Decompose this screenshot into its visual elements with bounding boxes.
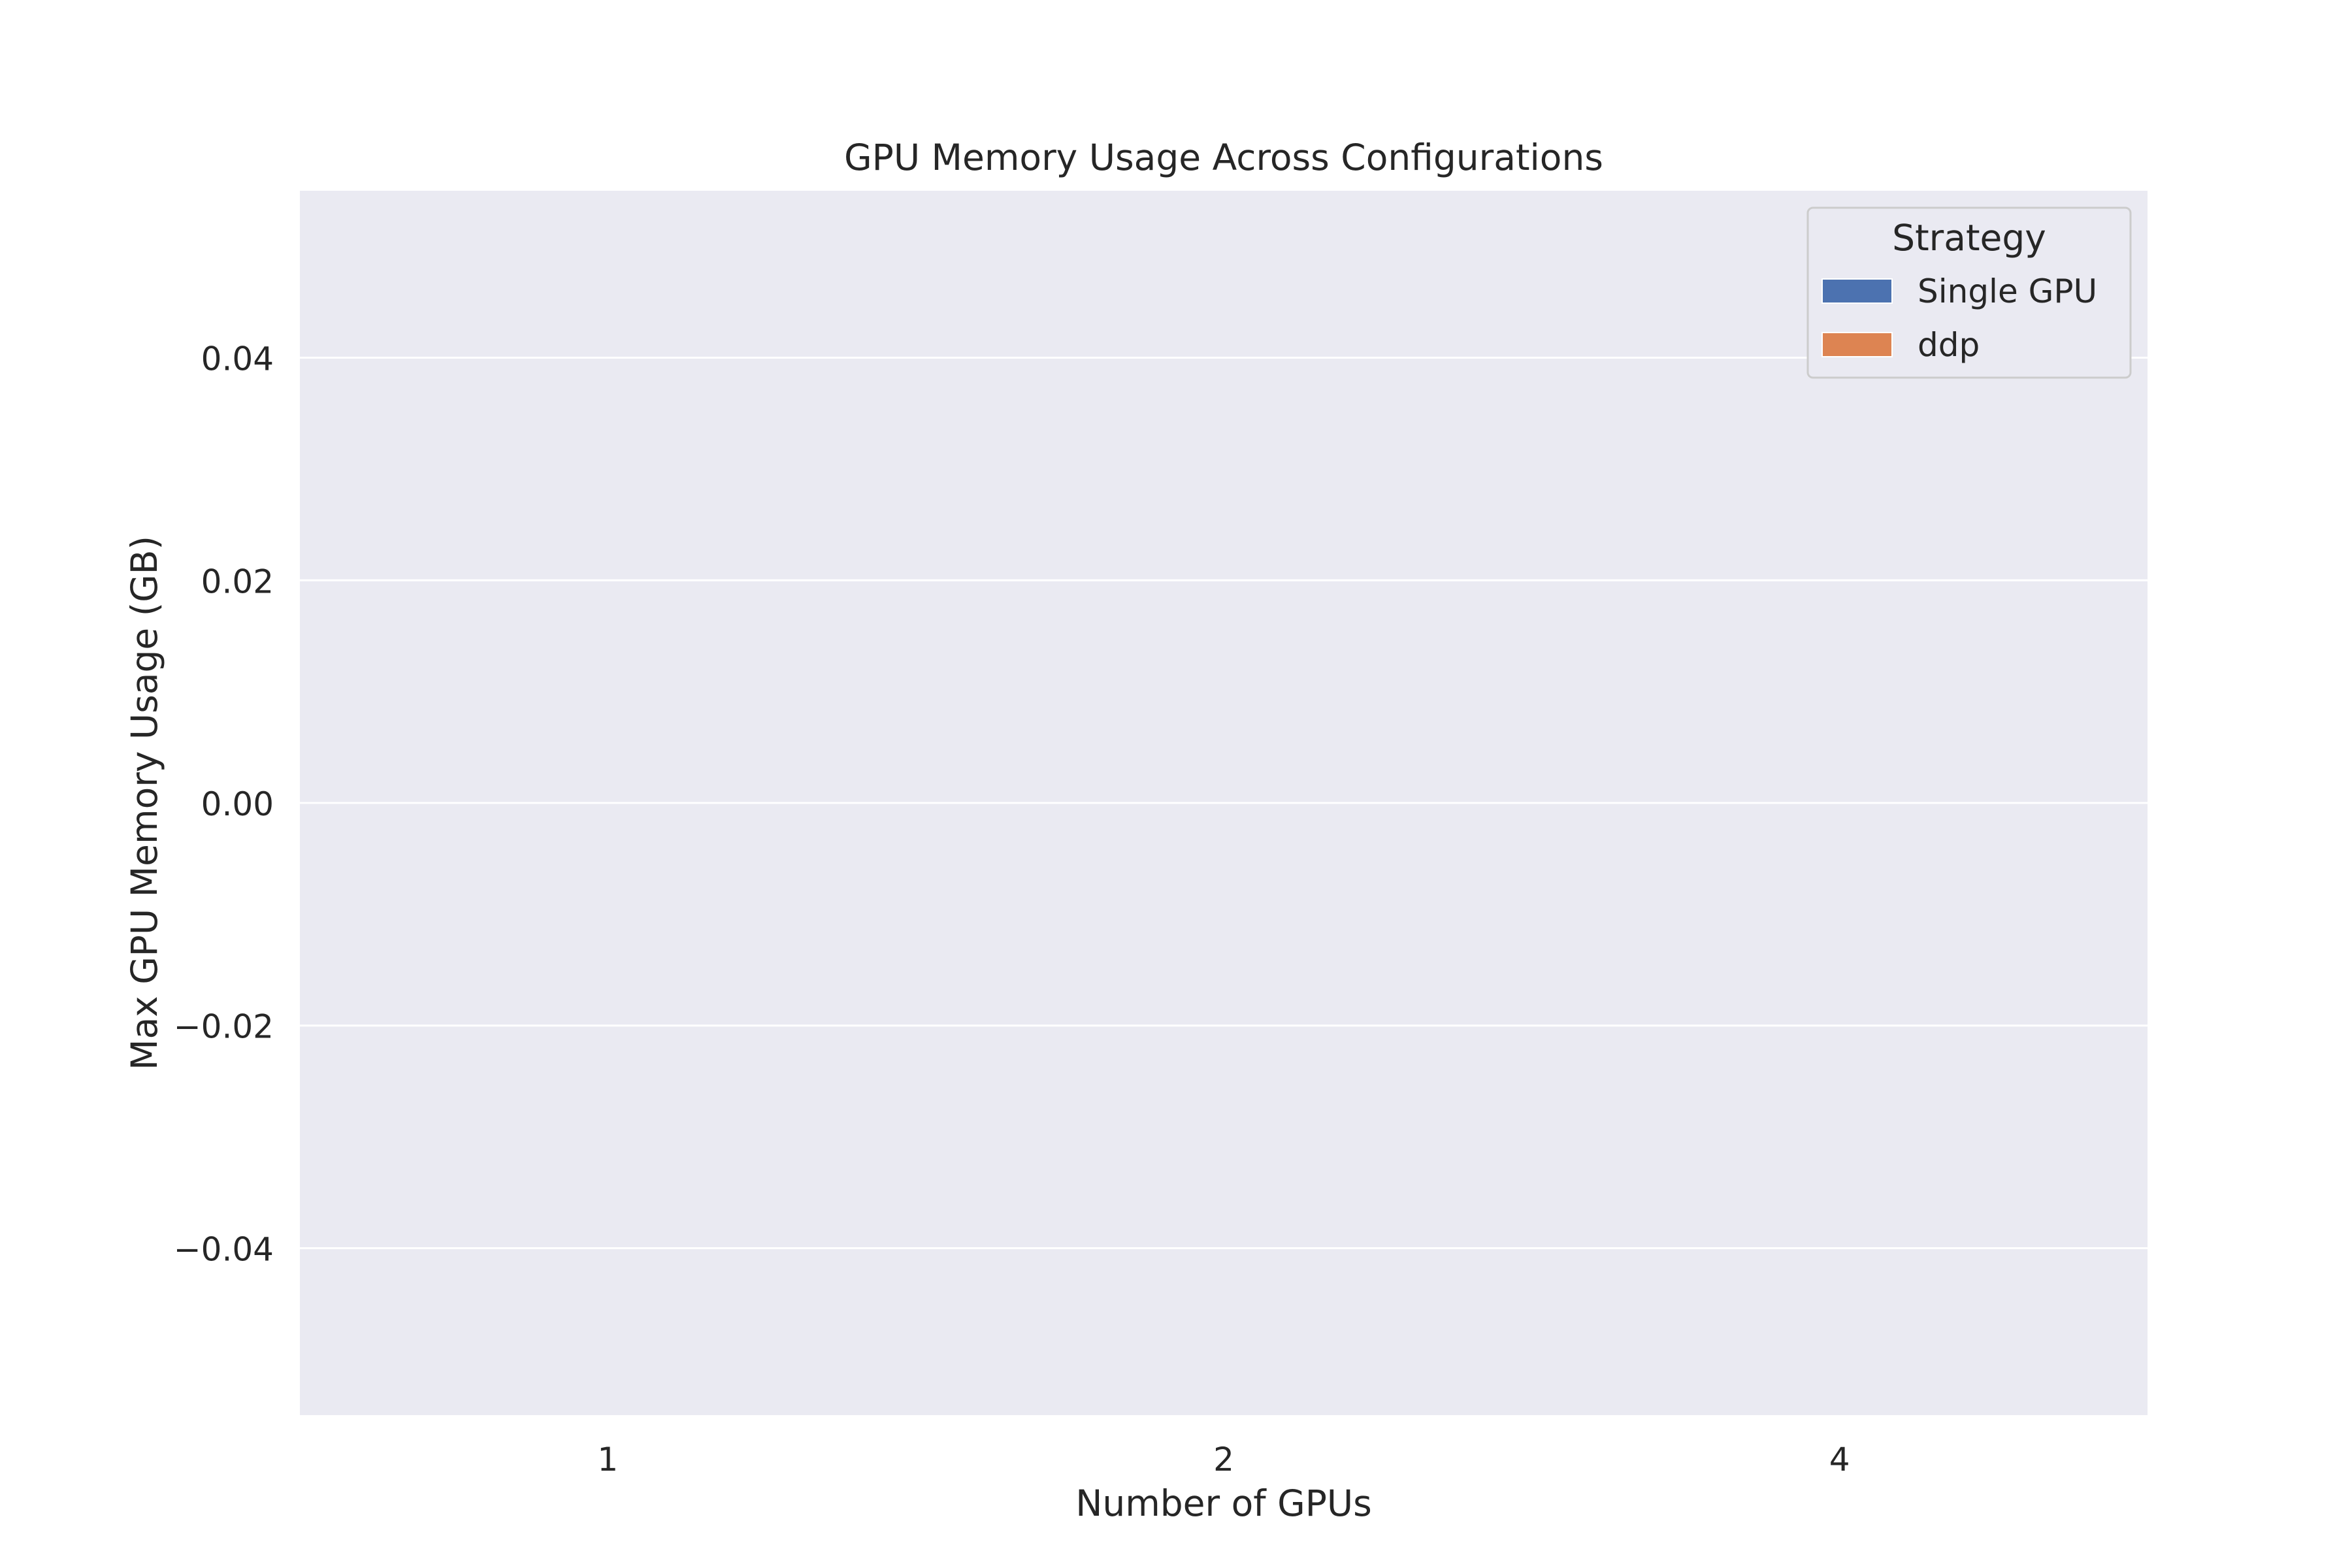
y-tick-label: 0.04 <box>201 340 274 378</box>
legend-swatch <box>1821 278 1893 304</box>
y-tick-label: 0.02 <box>201 563 274 600</box>
x-tick-label: 1 <box>597 1441 618 1478</box>
x-axis-label: Number of GPUs <box>1075 1482 1372 1524</box>
legend-label: ddp <box>1918 326 1980 364</box>
x-tick-label: 4 <box>1829 1441 1850 1478</box>
x-tick-label: 2 <box>1213 1441 1234 1478</box>
y-tick-labels: 0.04 0.02 0.00 −0.02 −0.04 <box>174 340 274 1269</box>
y-axis-label: Max GPU Memory Usage (GB) <box>123 536 165 1070</box>
y-tick-label: 0.00 <box>201 785 274 823</box>
legend-title: Strategy <box>1892 217 2046 259</box>
legend-entries: Single GPU ddp <box>1821 272 2097 364</box>
gridlines <box>300 357 2148 1249</box>
chart-title: GPU Memory Usage Across Configurations <box>844 137 1603 178</box>
y-tick-label: −0.04 <box>174 1230 274 1268</box>
legend-swatch <box>1821 332 1893 357</box>
legend: Strategy Single GPU ddp <box>1806 206 2132 379</box>
x-tick-labels: 1 2 4 <box>597 1441 1850 1478</box>
legend-label: Single GPU <box>1918 272 2097 310</box>
y-tick-label: −0.02 <box>174 1008 274 1046</box>
